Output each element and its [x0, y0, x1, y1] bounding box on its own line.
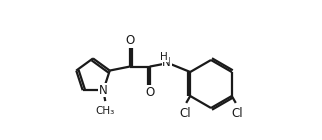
Text: CH₃: CH₃: [96, 106, 115, 116]
Text: H: H: [160, 52, 168, 62]
Text: O: O: [125, 34, 134, 47]
Text: Cl: Cl: [179, 107, 191, 120]
Text: N: N: [162, 56, 171, 69]
Text: O: O: [145, 86, 154, 99]
Text: Cl: Cl: [231, 107, 242, 120]
Text: N: N: [99, 84, 108, 97]
